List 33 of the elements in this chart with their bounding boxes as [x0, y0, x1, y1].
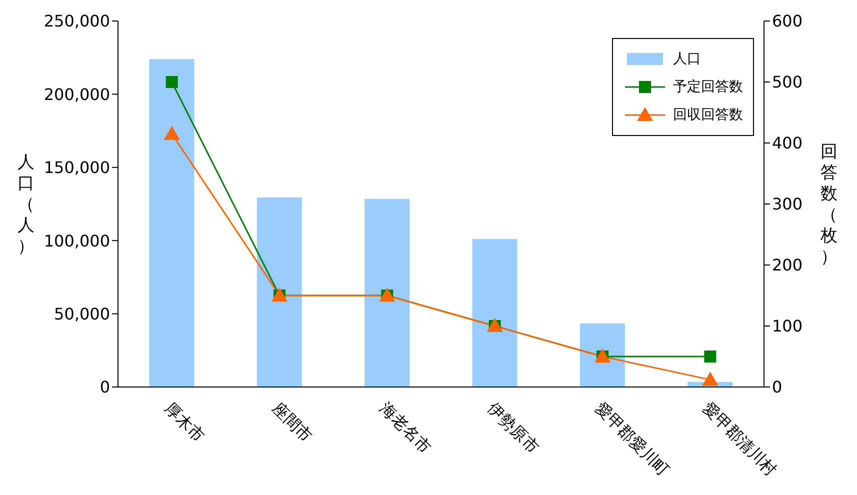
x-tick-label: 愛甲郡愛川町	[592, 398, 673, 480]
y-tick-label: 250,000	[44, 12, 110, 31]
x-tick-label: 座間市	[268, 398, 316, 446]
x-tick-label: 海老名市	[376, 398, 436, 458]
y-tick-label: 200,000	[44, 84, 110, 104]
y-tick-label: 50,000	[54, 304, 110, 324]
bar	[256, 197, 302, 387]
bar	[149, 59, 194, 387]
bar	[580, 323, 625, 387]
y2-tick-label: 600	[772, 12, 803, 31]
y2-axis-title: 回答数（枚）	[820, 142, 838, 267]
y2-tick-label: 200	[772, 256, 803, 275]
y2-tick-label: 300	[772, 194, 803, 214]
bar	[364, 198, 410, 387]
y-tick-label: 100,000	[44, 231, 110, 250]
legend-label: 回収回答数	[673, 106, 743, 124]
y-axis-title: 人口（人）	[18, 152, 34, 256]
point	[702, 372, 718, 386]
y-tick-label: 0	[100, 378, 110, 397]
x-tick-label: 伊勢原市	[484, 398, 543, 458]
point	[166, 76, 178, 88]
point	[164, 126, 180, 140]
x-tick-label: 厚木市	[161, 398, 208, 446]
bar	[472, 239, 518, 387]
point	[704, 350, 716, 362]
legend-label: 予定回答数	[673, 78, 743, 96]
x-tick-label: 愛甲郡清川村	[699, 398, 781, 480]
y2-tick-label: 0	[772, 378, 782, 397]
y2-tick-label: 500	[772, 72, 803, 92]
y2-tick-label: 100	[772, 316, 803, 336]
legend-label: 人口	[673, 50, 701, 68]
y2-tick-label: 400	[772, 134, 803, 153]
y-tick-label: 150,000	[44, 158, 110, 178]
